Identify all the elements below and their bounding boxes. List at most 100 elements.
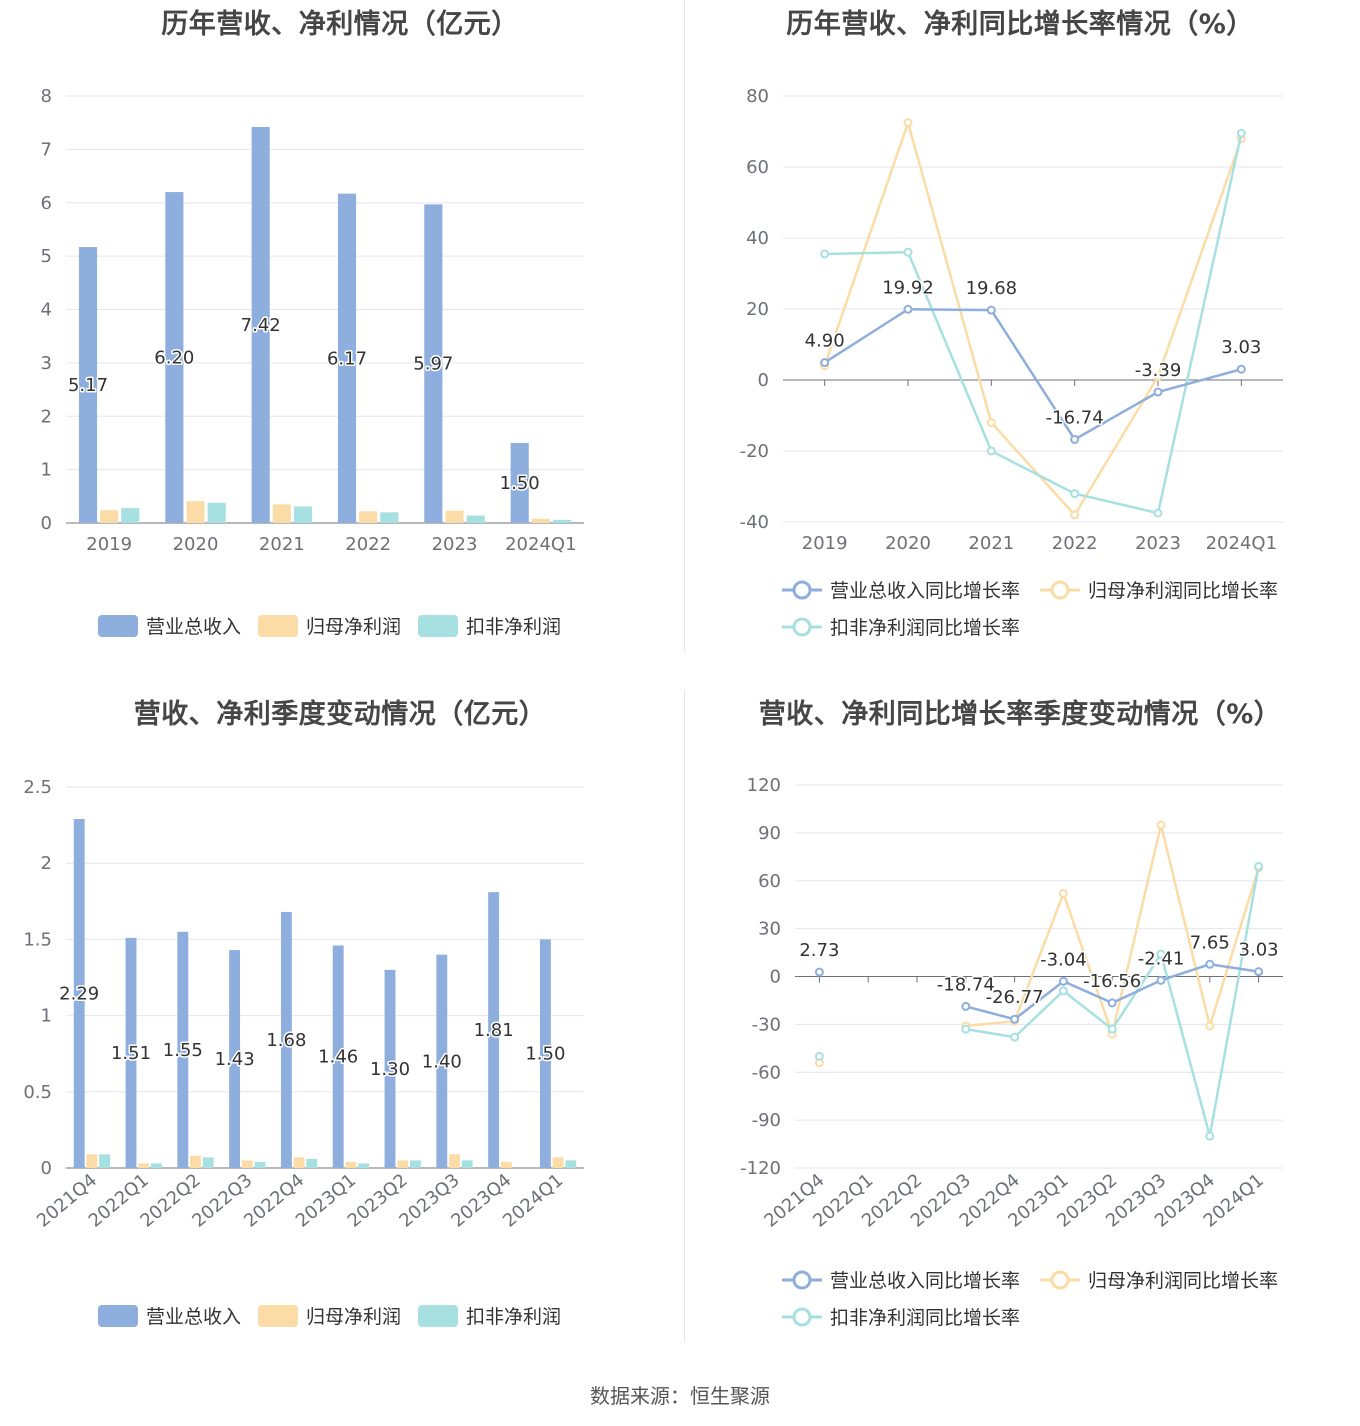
legend-marker: [1050, 580, 1070, 600]
data-point: [1254, 861, 1264, 871]
bar: [138, 1163, 150, 1168]
y-tick-label: 4: [41, 300, 52, 321]
bar: [186, 501, 205, 523]
bar: [254, 1161, 266, 1168]
bar: [539, 939, 551, 1168]
legend-swatch: [418, 1305, 458, 1327]
data-point: [1205, 1131, 1215, 1141]
data-point: [1153, 371, 1163, 381]
data-label: -3.39: [1135, 360, 1182, 381]
y-tick-label: 60: [746, 157, 769, 178]
series-line: [823, 308, 1242, 442]
bar: [190, 1155, 201, 1168]
bar: [293, 1157, 305, 1168]
y-tick-label: -30: [752, 1014, 781, 1035]
data-point: [820, 358, 830, 368]
y-tick-label: -90: [752, 1110, 781, 1131]
y-tick-label: 1: [41, 1006, 52, 1027]
data-point: [903, 118, 913, 128]
x-tick-label: 2022: [1052, 533, 1098, 554]
bar: [332, 945, 344, 1168]
data-point: [1156, 975, 1166, 985]
y-tick-label: 2: [41, 853, 52, 874]
x-tick-label: 2019: [86, 534, 132, 555]
data-point: [1070, 434, 1080, 444]
y-tick-label: -60: [752, 1062, 781, 1083]
legend-label: 扣非净利润: [466, 1306, 561, 1328]
data-label: 2.29: [59, 984, 99, 1005]
legend-label: 归母净利润同比增长率: [1088, 580, 1278, 602]
data-label: 19.68: [966, 278, 1018, 299]
legend-label: 归母净利润: [306, 1306, 401, 1328]
bar: [125, 937, 137, 1168]
data-label: -16.74: [1046, 407, 1104, 428]
bar: [73, 819, 85, 1168]
bar: [449, 1154, 460, 1168]
bar: [358, 1163, 370, 1168]
y-tick-label: 0: [41, 513, 52, 534]
annual-growth-panel: 历年营收、净利同比增长率情况（%） -40 -20 0 20 40 60 80 2019 202…: [680, 0, 1360, 690]
legend-swatch: [258, 615, 298, 637]
data-point: [1058, 976, 1068, 986]
y-tick-label: 0: [758, 370, 769, 391]
data-label: 6.20: [154, 348, 194, 369]
bar: [99, 1154, 111, 1168]
data-label: 3.03: [1221, 337, 1261, 358]
data-point: [814, 967, 824, 977]
series-line: [823, 118, 1243, 517]
legend-swatch: [98, 1305, 138, 1327]
bar: [165, 192, 184, 523]
data-point: [1107, 998, 1117, 1008]
data-label: 5.17: [68, 375, 108, 396]
y-tick-label: 5: [41, 246, 52, 267]
legend-label: 营业总收入: [146, 616, 241, 638]
bar: [177, 931, 189, 1168]
data-label: 2.73: [799, 940, 839, 961]
bar: [384, 969, 396, 1168]
bar: [345, 1161, 357, 1168]
data-point: [1205, 959, 1215, 969]
data-label: 7.42: [241, 315, 281, 336]
bar: [337, 193, 357, 523]
x-tick-label: 2019: [802, 533, 848, 554]
data-point: [820, 249, 830, 259]
bar: [306, 1158, 318, 1168]
y-tick-label: -20: [740, 441, 769, 462]
quarterly-values-chart: 00.511.522.52021Q42022Q12022Q22022Q32022…: [23, 777, 584, 1328]
y-tick-label: 1.5: [23, 929, 52, 950]
y-tick-label: 2: [41, 406, 52, 427]
data-point: [961, 1001, 971, 1011]
chart-title: 历年营收、净利情况（亿元）: [161, 9, 519, 40]
legend-swatch: [258, 1305, 298, 1327]
bar: [397, 1160, 409, 1168]
y-tick-label: 120: [747, 775, 781, 796]
data-point: [1156, 820, 1166, 830]
data-label: 1.68: [266, 1030, 306, 1051]
bar: [359, 511, 378, 523]
data-point: [1156, 949, 1166, 959]
data-label: 7.65: [1190, 932, 1230, 953]
y-tick-label: 2.5: [23, 777, 52, 798]
y-tick-label: 80: [746, 86, 769, 107]
legend-label: 扣非净利润: [466, 616, 561, 638]
bar: [531, 518, 550, 523]
bar: [380, 512, 399, 523]
bar: [488, 892, 500, 1168]
legend-label: 归母净利润同比增长率: [1088, 1270, 1278, 1292]
legend-marker: [792, 1307, 812, 1327]
x-tick-label: 2022: [345, 534, 391, 555]
divider: [684, 0, 685, 652]
data-label: -2.41: [1138, 948, 1185, 969]
chart-title: 营收、净利同比增长率季度变动情况（%）: [758, 699, 1282, 730]
y-tick-label: 0: [770, 967, 781, 988]
data-point: [1010, 1014, 1020, 1024]
data-label: 1.43: [215, 1049, 255, 1070]
y-tick-label: 20: [746, 299, 769, 320]
y-tick-label: 90: [758, 823, 781, 844]
divider: [684, 690, 685, 1342]
data-label: 1.30: [370, 1059, 410, 1080]
bar: [565, 1160, 577, 1168]
legend-label: 营业总收入同比增长率: [830, 1270, 1020, 1292]
y-tick-label: 0.5: [23, 1082, 52, 1103]
data-point: [1058, 889, 1068, 899]
